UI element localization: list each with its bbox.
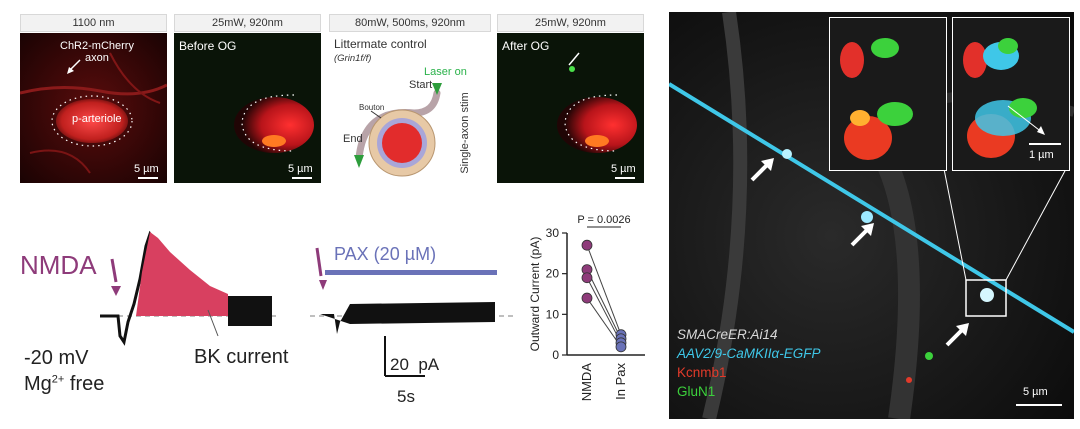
pax-trace (310, 247, 515, 334)
data-point-nmda (581, 272, 593, 284)
legend-aav-egfp: AAV2/9-CaMKIIα-EGFP (677, 346, 821, 361)
pair-line (586, 297, 622, 348)
confocal-image: 1 µm SMACreER:Ai14 AAV2/9-CaMKIIα-EGFP K… (669, 12, 1074, 419)
panel1-scale-label: 5 µm (134, 163, 159, 175)
panel4-art (497, 33, 644, 183)
panel-before-og-image: Before OG 5 µm (174, 33, 321, 183)
panel2-header: 25mW, 920nm (174, 14, 321, 32)
data-point-in-pax (615, 341, 627, 353)
single-axon-stim-label-box: Single-axon stim (457, 89, 471, 181)
inset-left-art (830, 18, 946, 170)
scale-x-label: 5s (397, 387, 415, 406)
data-point-nmda (581, 292, 593, 304)
end-label: End (343, 133, 363, 145)
pair-line (586, 245, 622, 335)
y-axis-label: Outward Current (pA) (528, 237, 542, 352)
nmda-label: NMDA (20, 250, 97, 280)
voltage-label: -20 mV (24, 347, 89, 369)
trace-scale-bar (384, 336, 425, 377)
scale-y-label: 20 pA (390, 355, 440, 374)
legend-glun1: GluN1 (677, 384, 716, 399)
inset-right: 1 µm (952, 17, 1070, 171)
y-tick-label: 0 (552, 348, 559, 362)
panel-littermate-diagram: Littermate control (Grin1f/f) Laser on S… (329, 33, 489, 183)
x-tick-label: NMDA (579, 363, 594, 402)
y-tick-label: 20 (546, 267, 560, 281)
confocal-scale-bar (1016, 404, 1062, 406)
panel-1100nm-image: ChR2-mCherry axon p-arteriole 5 µm (20, 33, 167, 183)
panel4-header: 25mW, 920nm (497, 14, 644, 32)
legend-kcnmb1: Kcnmb1 (677, 365, 727, 380)
start-label: Start (409, 79, 433, 91)
panel3-title: Littermate control (334, 37, 427, 51)
pair-line (586, 277, 622, 344)
inset-scale-bar (1029, 143, 1061, 145)
vessel-label: p-arteriole (72, 113, 122, 125)
data-point-nmda (581, 239, 593, 251)
panel2-scale-label: 5 µm (288, 163, 313, 175)
confocal-scale-label: 5 µm (1023, 386, 1048, 398)
y-tick-label: 30 (546, 226, 560, 240)
y-tick-label: 10 (546, 307, 560, 321)
axon-label: ChR2-mCherry axon (60, 40, 134, 64)
nmda-trace (100, 230, 280, 346)
panel2-title: Before OG (179, 39, 237, 53)
panel1-header: 1100 nm (20, 14, 167, 32)
axon-arrow-icon (67, 59, 81, 74)
bk-current-label: BK current (194, 346, 289, 368)
outward-current-chart: 0 10 20 30 Outward Current (pA) P = 0.0026 NMD… (528, 214, 645, 402)
x-tick-label: In Pax (613, 363, 628, 400)
mg-free-label: Mg2+ free (24, 373, 105, 395)
panel2-art (174, 33, 321, 183)
inset-scale-label: 1 µm (1029, 149, 1054, 161)
panel4-scale-label: 5 µm (611, 163, 636, 175)
panel2-scale-bar (292, 177, 312, 179)
panel3-genotype: (Grin1f/f) (334, 53, 372, 64)
pvalue-label: P = 0.0026 (577, 214, 630, 226)
pax-label: PAX (20 µM) (334, 244, 437, 264)
single-axon-stim-label: Single-axon stim (459, 92, 471, 174)
panel1-art (20, 33, 167, 183)
panel3-header: 80mW, 500ms, 920nm (329, 14, 491, 32)
panel4-scale-bar (615, 177, 635, 179)
legend-smacreer: SMACreER:Ai14 (677, 327, 778, 342)
inset-right-art (953, 18, 1069, 170)
bouton-label: Bouton (359, 103, 385, 112)
panel1-scale-bar (138, 177, 158, 179)
pair-line (586, 269, 622, 339)
panel3-diagram (354, 83, 442, 177)
panel4-title: After OG (502, 39, 550, 53)
laser-on-label: Laser on (424, 66, 467, 78)
inset-left (829, 17, 947, 171)
panel-after-og-image: After OG 5 µm (497, 33, 644, 183)
